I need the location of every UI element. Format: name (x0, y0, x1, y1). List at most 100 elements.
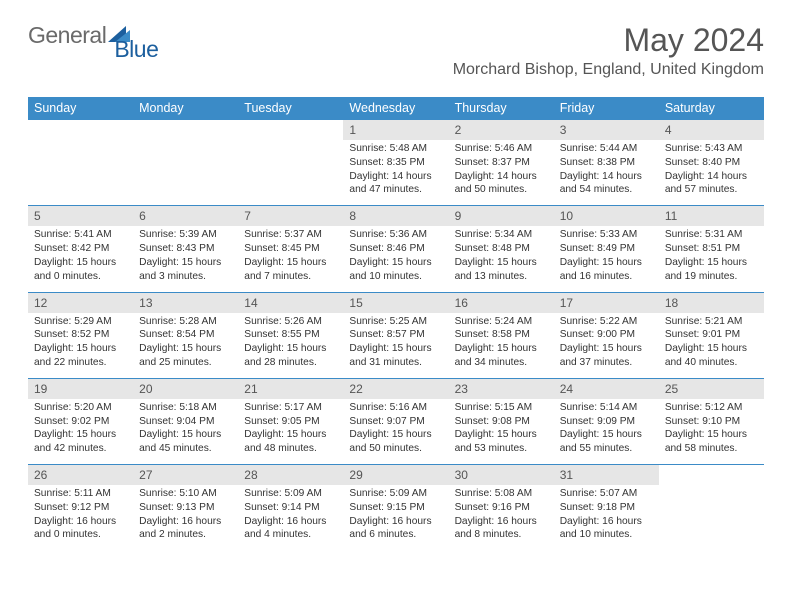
day-info-line: and 53 minutes. (455, 442, 548, 456)
day-info-line: Sunset: 9:13 PM (139, 501, 232, 515)
day-number: 31 (554, 465, 659, 485)
calendar-cell: 25Sunrise: 5:12 AMSunset: 9:10 PMDayligh… (659, 378, 764, 464)
day-number: 11 (659, 206, 764, 226)
day-info-line: and 4 minutes. (244, 528, 337, 542)
calendar-week-row: 12Sunrise: 5:29 AMSunset: 8:52 PMDayligh… (28, 292, 764, 378)
day-info-line: and 2 minutes. (139, 528, 232, 542)
day-info-line: Daylight: 15 hours (34, 342, 127, 356)
calendar-cell: 2 Sunrise: 5:46 AMSunset: 8:37 PMDaylight… (449, 120, 554, 206)
day-info-line: Sunrise: 5:09 AM (349, 487, 442, 501)
day-info-line: Sunset: 9:12 PM (34, 501, 127, 515)
day-info-line: and 50 minutes. (349, 442, 442, 456)
day-info-line: and 58 minutes. (665, 442, 758, 456)
weekday-header: Friday (554, 97, 659, 120)
day-info-line: Daylight: 15 hours (560, 342, 653, 356)
day-info-line: and 48 minutes. (244, 442, 337, 456)
calendar-cell (659, 465, 764, 551)
calendar-cell (238, 120, 343, 206)
day-number: 2 (449, 120, 554, 140)
day-info-line: Sunrise: 5:41 AM (34, 228, 127, 242)
day-info-line: Sunrise: 5:46 AM (455, 142, 548, 156)
day-info-line: Daylight: 14 hours (560, 170, 653, 184)
day-info-line: Sunset: 9:18 PM (560, 501, 653, 515)
day-info-line: and 10 minutes. (560, 528, 653, 542)
day-info-line: and 50 minutes. (455, 183, 548, 197)
day-info-line: Sunset: 9:15 PM (349, 501, 442, 515)
day-info-line: Daylight: 15 hours (665, 342, 758, 356)
calendar-cell: 22Sunrise: 5:16 AMSunset: 9:07 PMDayligh… (343, 378, 448, 464)
day-info-line: Sunset: 9:05 PM (244, 415, 337, 429)
day-info-line: Daylight: 16 hours (349, 515, 442, 529)
calendar-cell: 7Sunrise: 5:37 AMSunset: 8:45 PMDaylight… (238, 206, 343, 292)
calendar-cell: 12Sunrise: 5:29 AMSunset: 8:52 PMDayligh… (28, 292, 133, 378)
weekday-header: Thursday (449, 97, 554, 120)
day-info-line: Sunrise: 5:29 AM (34, 315, 127, 329)
calendar-week-row: 19Sunrise: 5:20 AMSunset: 9:02 PMDayligh… (28, 378, 764, 464)
day-info-line: Daylight: 14 hours (349, 170, 442, 184)
calendar-cell: 24Sunrise: 5:14 AMSunset: 9:09 PMDayligh… (554, 378, 659, 464)
calendar-cell: 30Sunrise: 5:08 AMSunset: 9:16 PMDayligh… (449, 465, 554, 551)
day-info-line: and 19 minutes. (665, 270, 758, 284)
day-info-line: Sunrise: 5:11 AM (34, 487, 127, 501)
day-info-line: Daylight: 15 hours (455, 256, 548, 270)
weekday-header-row: SundayMondayTuesdayWednesdayThursdayFrid… (28, 97, 764, 120)
day-info-line: Sunset: 8:57 PM (349, 328, 442, 342)
day-info-line: and 16 minutes. (560, 270, 653, 284)
day-info-line: Sunrise: 5:24 AM (455, 315, 548, 329)
calendar-cell: 13Sunrise: 5:28 AMSunset: 8:54 PMDayligh… (133, 292, 238, 378)
day-info-line: Sunrise: 5:18 AM (139, 401, 232, 415)
day-info-line: Sunrise: 5:14 AM (560, 401, 653, 415)
day-info-line: and 42 minutes. (34, 442, 127, 456)
day-info-line: Sunset: 9:16 PM (455, 501, 548, 515)
day-number: 14 (238, 293, 343, 313)
day-info-line: Sunrise: 5:25 AM (349, 315, 442, 329)
day-info-line: and 28 minutes. (244, 356, 337, 370)
calendar-cell: 6Sunrise: 5:39 AMSunset: 8:43 PMDaylight… (133, 206, 238, 292)
day-info-line: and 0 minutes. (34, 270, 127, 284)
day-info-line: Sunset: 8:46 PM (349, 242, 442, 256)
weekday-header: Wednesday (343, 97, 448, 120)
day-info-line: Sunrise: 5:33 AM (560, 228, 653, 242)
calendar-week-row: 1Sunrise: 5:48 AMSunset: 8:35 PMDaylight… (28, 120, 764, 206)
day-info-line: and 31 minutes. (349, 356, 442, 370)
day-info-line: Sunset: 9:10 PM (665, 415, 758, 429)
calendar-cell: 23Sunrise: 5:15 AMSunset: 9:08 PMDayligh… (449, 378, 554, 464)
day-info-line: Sunrise: 5:20 AM (34, 401, 127, 415)
day-info-line: Sunset: 8:52 PM (34, 328, 127, 342)
brand-logo: General Blue (28, 22, 132, 49)
day-info-line: Sunrise: 5:37 AM (244, 228, 337, 242)
day-number: 13 (133, 293, 238, 313)
day-info-line: Sunset: 8:37 PM (455, 156, 548, 170)
day-info-line: Daylight: 16 hours (34, 515, 127, 529)
day-number: 21 (238, 379, 343, 399)
weekday-header: Monday (133, 97, 238, 120)
day-info-line: Sunrise: 5:08 AM (455, 487, 548, 501)
day-info-line: Sunrise: 5:48 AM (349, 142, 442, 156)
day-info-line: Sunrise: 5:21 AM (665, 315, 758, 329)
calendar-cell: 21Sunrise: 5:17 AMSunset: 9:05 PMDayligh… (238, 378, 343, 464)
day-info-line: Daylight: 14 hours (455, 170, 548, 184)
calendar-cell: 8Sunrise: 5:36 AMSunset: 8:46 PMDaylight… (343, 206, 448, 292)
day-info-line: and 54 minutes. (560, 183, 653, 197)
day-number: 20 (133, 379, 238, 399)
day-info-line: Daylight: 16 hours (139, 515, 232, 529)
day-info-line: Sunrise: 5:31 AM (665, 228, 758, 242)
day-info-line: Daylight: 15 hours (139, 256, 232, 270)
day-number: 5 (28, 206, 133, 226)
day-info-line: Daylight: 15 hours (349, 342, 442, 356)
day-info-line: Daylight: 15 hours (139, 428, 232, 442)
day-info-line: Sunset: 8:35 PM (349, 156, 442, 170)
day-info-line: Sunrise: 5:43 AM (665, 142, 758, 156)
day-info-line: Sunset: 8:40 PM (665, 156, 758, 170)
calendar-cell: 18Sunrise: 5:21 AMSunset: 9:01 PMDayligh… (659, 292, 764, 378)
day-info-line: and 40 minutes. (665, 356, 758, 370)
day-info-line: Sunrise: 5:16 AM (349, 401, 442, 415)
calendar-cell: 3Sunrise: 5:44 AMSunset: 8:38 PMDaylight… (554, 120, 659, 206)
day-number: 18 (659, 293, 764, 313)
day-info-line: Daylight: 15 hours (665, 428, 758, 442)
day-info-line: Sunset: 8:43 PM (139, 242, 232, 256)
calendar-cell: 19Sunrise: 5:20 AMSunset: 9:02 PMDayligh… (28, 378, 133, 464)
calendar-cell: 5Sunrise: 5:41 AMSunset: 8:42 PMDaylight… (28, 206, 133, 292)
day-info-line: and 22 minutes. (34, 356, 127, 370)
calendar-cell: 29Sunrise: 5:09 AMSunset: 9:15 PMDayligh… (343, 465, 448, 551)
